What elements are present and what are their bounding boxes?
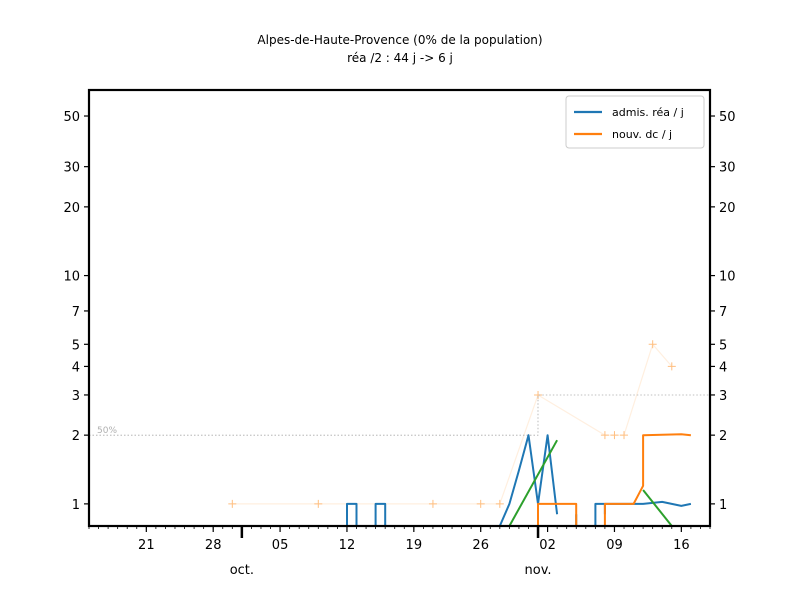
reference-layer: 50% <box>89 394 710 436</box>
month-label-1: nov. <box>525 563 552 578</box>
month-label-0: oct. <box>230 563 254 578</box>
y-tick-label-right-5: 7 <box>719 305 727 320</box>
daily-deaths-marker-0 <box>228 499 237 508</box>
daily-deaths-marker-10 <box>667 362 676 371</box>
x-tick-label-4: 19 <box>406 538 423 553</box>
series-1-segment-1 <box>603 433 692 526</box>
y-tick-label-left-5: 7 <box>72 305 80 320</box>
legend: admis. réa / j nouv. dc / j <box>565 95 705 149</box>
daily-deaths-marker-6 <box>600 431 609 440</box>
x-tick-label-2: 05 <box>272 538 289 553</box>
x-tick-label-3: 12 <box>339 538 356 553</box>
reference-line-label: 50% <box>97 426 117 436</box>
daily-deaths-marker-1 <box>314 499 323 508</box>
y-tick-label-left-8: 30 <box>63 161 80 176</box>
daily-deaths-marker-8 <box>620 431 629 440</box>
series-layer <box>346 433 692 527</box>
legend-label-0: admis. réa / j <box>612 106 684 119</box>
series-0-segment-0 <box>346 502 358 526</box>
daily-deaths-marker-3 <box>476 499 485 508</box>
plot-frame <box>87 88 712 528</box>
background-series-layer <box>228 340 676 508</box>
y-tick-label-right-4: 5 <box>719 338 727 353</box>
trend-line-0 <box>508 439 558 527</box>
y-tick-label-right-7: 20 <box>719 201 736 216</box>
trend-line-1 <box>642 489 673 527</box>
y-tick-label-right-9: 50 <box>719 110 736 125</box>
y-tick-label-left-7: 20 <box>63 201 80 216</box>
y-tick-label-left-1: 2 <box>72 429 80 444</box>
y-tick-label-right-0: 1 <box>719 498 727 513</box>
y-tick-label-left-9: 50 <box>63 110 80 125</box>
y-tick-label-left-6: 10 <box>63 270 80 285</box>
y-tick-label-right-8: 30 <box>719 161 736 176</box>
series-0-segment-3 <box>537 434 559 515</box>
x-tick-label-5: 26 <box>472 538 489 553</box>
y-tick-label-right-3: 4 <box>719 360 727 375</box>
x-tick-label-8: 16 <box>673 538 690 553</box>
chart-title: Alpes-de-Haute-Provence (0% de la popula… <box>257 33 542 47</box>
daily-deaths-marker-9 <box>648 340 657 349</box>
chart-subtitle: réa /2 : 44 j -> 6 j <box>347 51 453 65</box>
daily-deaths-marker-4 <box>495 499 504 508</box>
y-tick-label-left-3: 4 <box>72 360 80 375</box>
y-tick-label-right-2: 3 <box>719 389 727 404</box>
daily-deaths-marker-2 <box>428 499 437 508</box>
y-tick-label-right-1: 2 <box>719 429 727 444</box>
y-tick-label-left-4: 5 <box>72 338 80 353</box>
x-tick-label-7: 09 <box>606 538 623 553</box>
y-tick-label-left-0: 1 <box>72 498 80 513</box>
y-tick-label-right-6: 10 <box>719 270 736 285</box>
reference-line <box>89 394 710 436</box>
legend-label-1: nouv. dc / j <box>612 128 672 141</box>
y-tick-label-left-2: 3 <box>72 389 80 404</box>
x-tick-label-1: 28 <box>205 538 222 553</box>
x-tick-label-0: 21 <box>138 538 155 553</box>
x-tick-label-6: 02 <box>539 538 556 553</box>
series-0-segment-1 <box>374 502 387 526</box>
daily-deaths-marker-7 <box>610 431 619 440</box>
series-1-segment-0 <box>537 502 578 526</box>
